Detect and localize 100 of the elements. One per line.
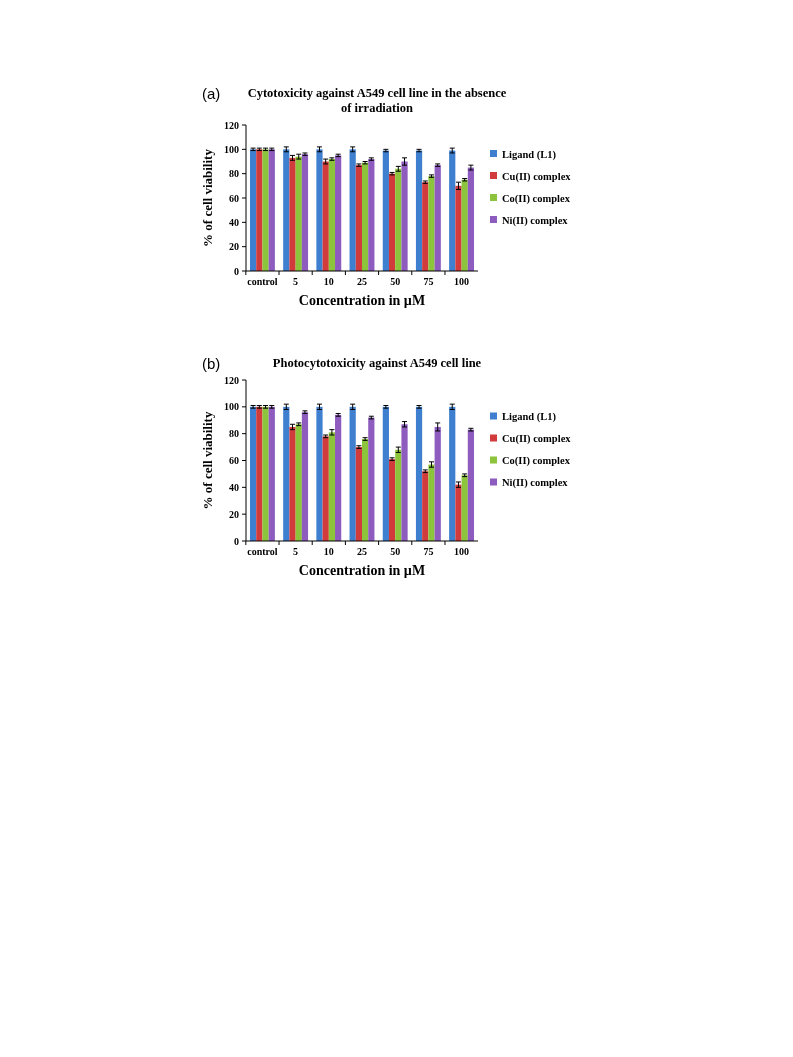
- bar: [295, 424, 302, 541]
- bar: [461, 475, 468, 541]
- bar: [249, 406, 257, 541]
- x-tick-label: 75: [423, 276, 434, 287]
- bar: [249, 149, 257, 271]
- bar: [289, 426, 296, 541]
- bar: [428, 464, 435, 541]
- x-tick-label: 50: [390, 276, 401, 287]
- y-tick-label: 100: [224, 401, 239, 413]
- bar: [322, 161, 329, 271]
- text: (b): [202, 355, 221, 372]
- bar: [434, 426, 441, 541]
- bar: [368, 159, 375, 271]
- bar: [256, 406, 263, 541]
- x-tick-label: 10: [323, 546, 334, 557]
- x-axis-title: Concentration in µM: [298, 293, 426, 308]
- bar: [449, 150, 456, 271]
- bar: [368, 417, 375, 541]
- bar: [256, 149, 263, 271]
- bar: [268, 149, 275, 271]
- chart-title: Cytotoxicity against A549 cell line in the absence of irradiation: [247, 86, 507, 115]
- bar: [355, 447, 362, 541]
- bar: [461, 179, 468, 271]
- bar: [401, 424, 408, 541]
- bar: [283, 149, 290, 271]
- legend-label: Ni(II) complex: [502, 477, 569, 490]
- bar: [328, 159, 336, 271]
- x-tick-label: 75: [423, 546, 434, 557]
- bar: [262, 406, 269, 541]
- bar: [335, 414, 342, 541]
- bar: [301, 412, 309, 541]
- bar: [401, 161, 408, 271]
- bar: [301, 154, 309, 271]
- y-tick-label: 40: [229, 216, 239, 228]
- legend-label: Cu(II) complex: [502, 170, 572, 183]
- x-tick-label: control: [247, 546, 278, 557]
- y-tick-label: 0: [234, 535, 239, 547]
- x-tick-label: 25: [357, 546, 367, 557]
- y-tick-label: 40: [229, 481, 239, 493]
- legend-label: Ligand (L1): [502, 411, 557, 424]
- bar: [349, 149, 356, 271]
- bar: [328, 432, 336, 541]
- y-tick-label: 80: [229, 168, 239, 180]
- y-tick-label: 120: [224, 374, 239, 386]
- text: (a): [202, 85, 221, 102]
- bar: [415, 406, 423, 541]
- bar: [455, 484, 462, 541]
- bar: [355, 165, 362, 271]
- y-tick-label: 100: [224, 143, 239, 155]
- y-tick-label: 120: [224, 119, 239, 131]
- x-tick-label: 100: [454, 276, 470, 287]
- bar: [449, 406, 456, 541]
- bar: [283, 406, 290, 541]
- bar: [268, 406, 275, 541]
- bar: [362, 439, 369, 541]
- bar: [467, 167, 475, 271]
- legend-label: Co(II) complex: [502, 192, 571, 205]
- x-axis-title: Concentration in µM: [298, 563, 426, 578]
- y-axis-title: % of cell viability: [200, 411, 215, 510]
- x-tick-label: 50: [390, 546, 401, 557]
- x-tick-label: 100: [454, 546, 470, 557]
- y-tick-label: 20: [229, 241, 239, 253]
- bar: [395, 449, 402, 541]
- bar: [467, 429, 475, 541]
- bar: [388, 173, 396, 271]
- legend-label: Ligand (L1): [502, 148, 557, 161]
- bar: [316, 406, 323, 541]
- bar: [335, 155, 342, 271]
- bar: [382, 150, 389, 271]
- bar: [262, 149, 269, 271]
- legend-label: Ni(II) complex: [502, 214, 569, 227]
- y-tick-label: 0: [234, 265, 239, 277]
- y-axis-title: % of cell viability: [200, 148, 215, 247]
- bar: [295, 156, 302, 271]
- x-tick-label: 5: [293, 546, 299, 557]
- bar: [428, 176, 435, 271]
- bar: [362, 162, 369, 271]
- y-tick-label: 20: [229, 508, 239, 520]
- bar: [388, 459, 396, 541]
- bar: [289, 157, 296, 271]
- y-tick-label: 60: [229, 192, 239, 204]
- legend-label: Co(II) complex: [502, 455, 571, 468]
- bar: [455, 185, 462, 271]
- bar: [349, 406, 356, 541]
- y-tick-label: 80: [229, 428, 239, 440]
- bar: [422, 182, 429, 271]
- x-tick-label: control: [247, 276, 278, 287]
- bar: [322, 436, 329, 541]
- x-tick-label: 5: [293, 276, 299, 287]
- bar: [415, 150, 423, 271]
- bar: [422, 471, 429, 541]
- legend-label: Cu(II) complex: [502, 433, 572, 446]
- bar: [434, 165, 441, 271]
- x-tick-label: 10: [323, 276, 334, 287]
- chart-title: Photocytotoxicity against A549 cell line: [272, 356, 482, 370]
- x-tick-label: 25: [357, 276, 367, 287]
- bar: [382, 406, 389, 541]
- y-tick-label: 60: [229, 455, 239, 466]
- bar: [395, 168, 402, 271]
- bar: [316, 149, 323, 271]
